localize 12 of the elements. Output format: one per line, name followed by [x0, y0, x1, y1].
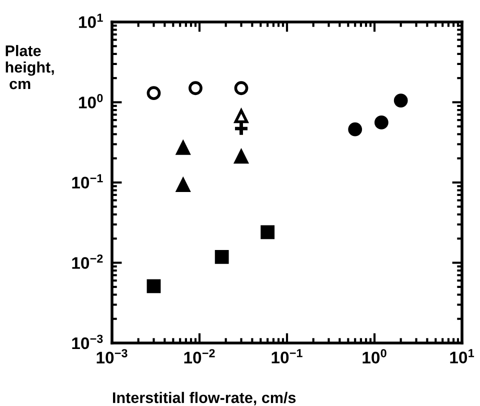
x-tick-label: 10$^{1}$ [450, 349, 474, 364]
x-tick-label: 10$^{−3}$ [96, 349, 128, 364]
y-tick-label: 10$^{−1}$ [72, 174, 103, 189]
x-tick-label: 10$^{−1}$ [272, 349, 302, 364]
y-tick-label: 10$^{−2}$ [72, 254, 103, 269]
y-tick-label: 10$^{−3}$ [72, 334, 103, 350]
y-tick-label: 10$^{1}$ [79, 14, 103, 28]
y-tick-label: 10$^{0}$ [79, 94, 103, 108]
x-axis-title: Interstitial flow-rate, cm/s [113, 392, 296, 406]
y-axis-title: Plate height, cm [6, 45, 54, 90]
x-tick-label: 10$^{−2}$ [184, 349, 215, 364]
x-tick-label: 10$^{0}$ [362, 349, 386, 364]
